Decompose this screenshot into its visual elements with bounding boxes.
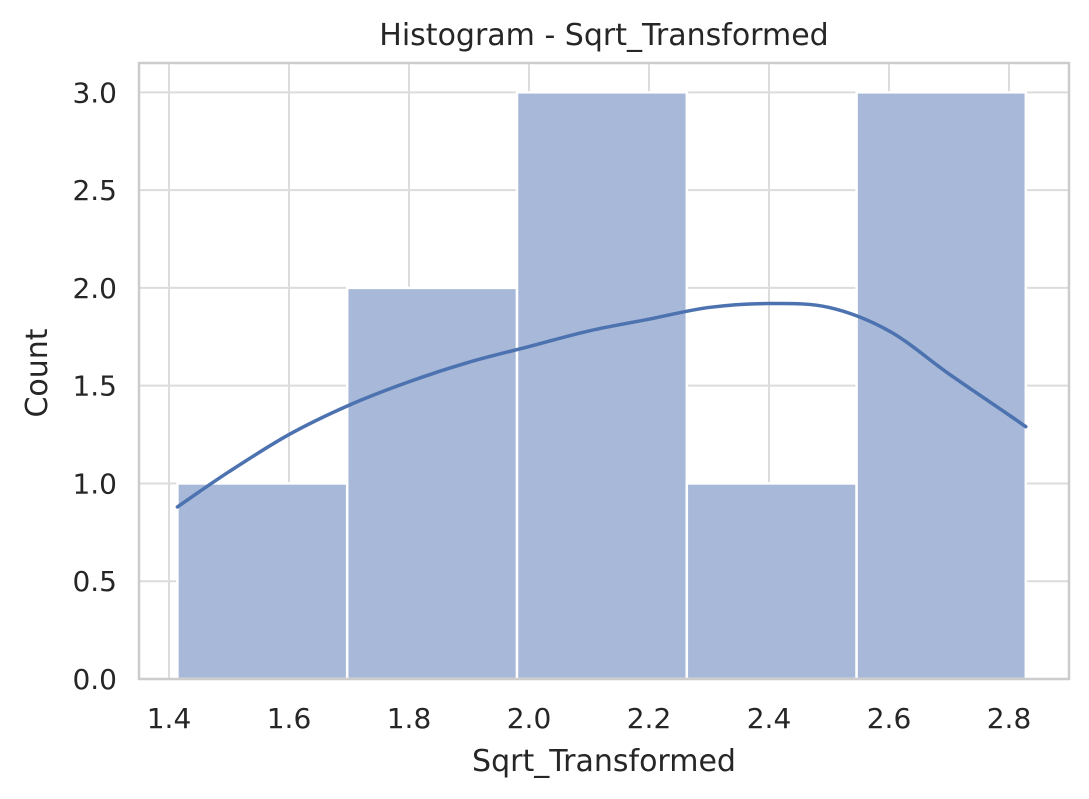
x-tick-label-1: 1.6 — [267, 702, 312, 735]
x-tick-label-6: 2.6 — [867, 702, 912, 735]
y-axis-label: Count — [20, 328, 55, 417]
x-tick-label-4: 2.2 — [627, 702, 672, 735]
histogram-bar-0 — [176, 482, 349, 681]
x-tick-labels: 1.4 1.6 1.8 2.0 2.2 2.4 2.6 2.8 — [147, 702, 1032, 735]
histogram-bar-1 — [345, 286, 519, 681]
y-tick-label-3: 1.5 — [72, 370, 117, 403]
x-tick-label-0: 1.4 — [147, 702, 192, 735]
y-tick-label-0: 0.0 — [72, 663, 117, 696]
kde-curve-layer — [175, 301, 1028, 509]
y-tick-label-4: 2.0 — [72, 272, 117, 305]
x-tick-label-5: 2.4 — [747, 702, 792, 735]
histogram-bar-2 — [515, 91, 689, 681]
x-tick-label-3: 2.0 — [507, 702, 552, 735]
y-tick-label-1: 0.5 — [72, 565, 117, 598]
histogram-bar-4 — [855, 91, 1028, 681]
chart-title: Histogram - Sqrt_Transformed — [379, 18, 828, 53]
x-axis-label: Sqrt_Transformed — [472, 744, 736, 779]
y-tick-labels: 0.0 0.5 1.0 1.5 2.0 2.5 3.0 — [72, 76, 117, 696]
histogram-bar-3 — [685, 482, 858, 681]
x-tick-label-2: 1.8 — [387, 702, 432, 735]
y-tick-label-5: 2.5 — [72, 174, 117, 207]
plot-frame — [137, 61, 1071, 681]
x-tick-label-7: 2.8 — [987, 702, 1032, 735]
kde-curve — [175, 301, 1028, 509]
histogram-bars — [176, 91, 1028, 681]
y-tick-label-6: 3.0 — [72, 76, 117, 109]
y-tick-label-2: 1.0 — [72, 467, 117, 500]
